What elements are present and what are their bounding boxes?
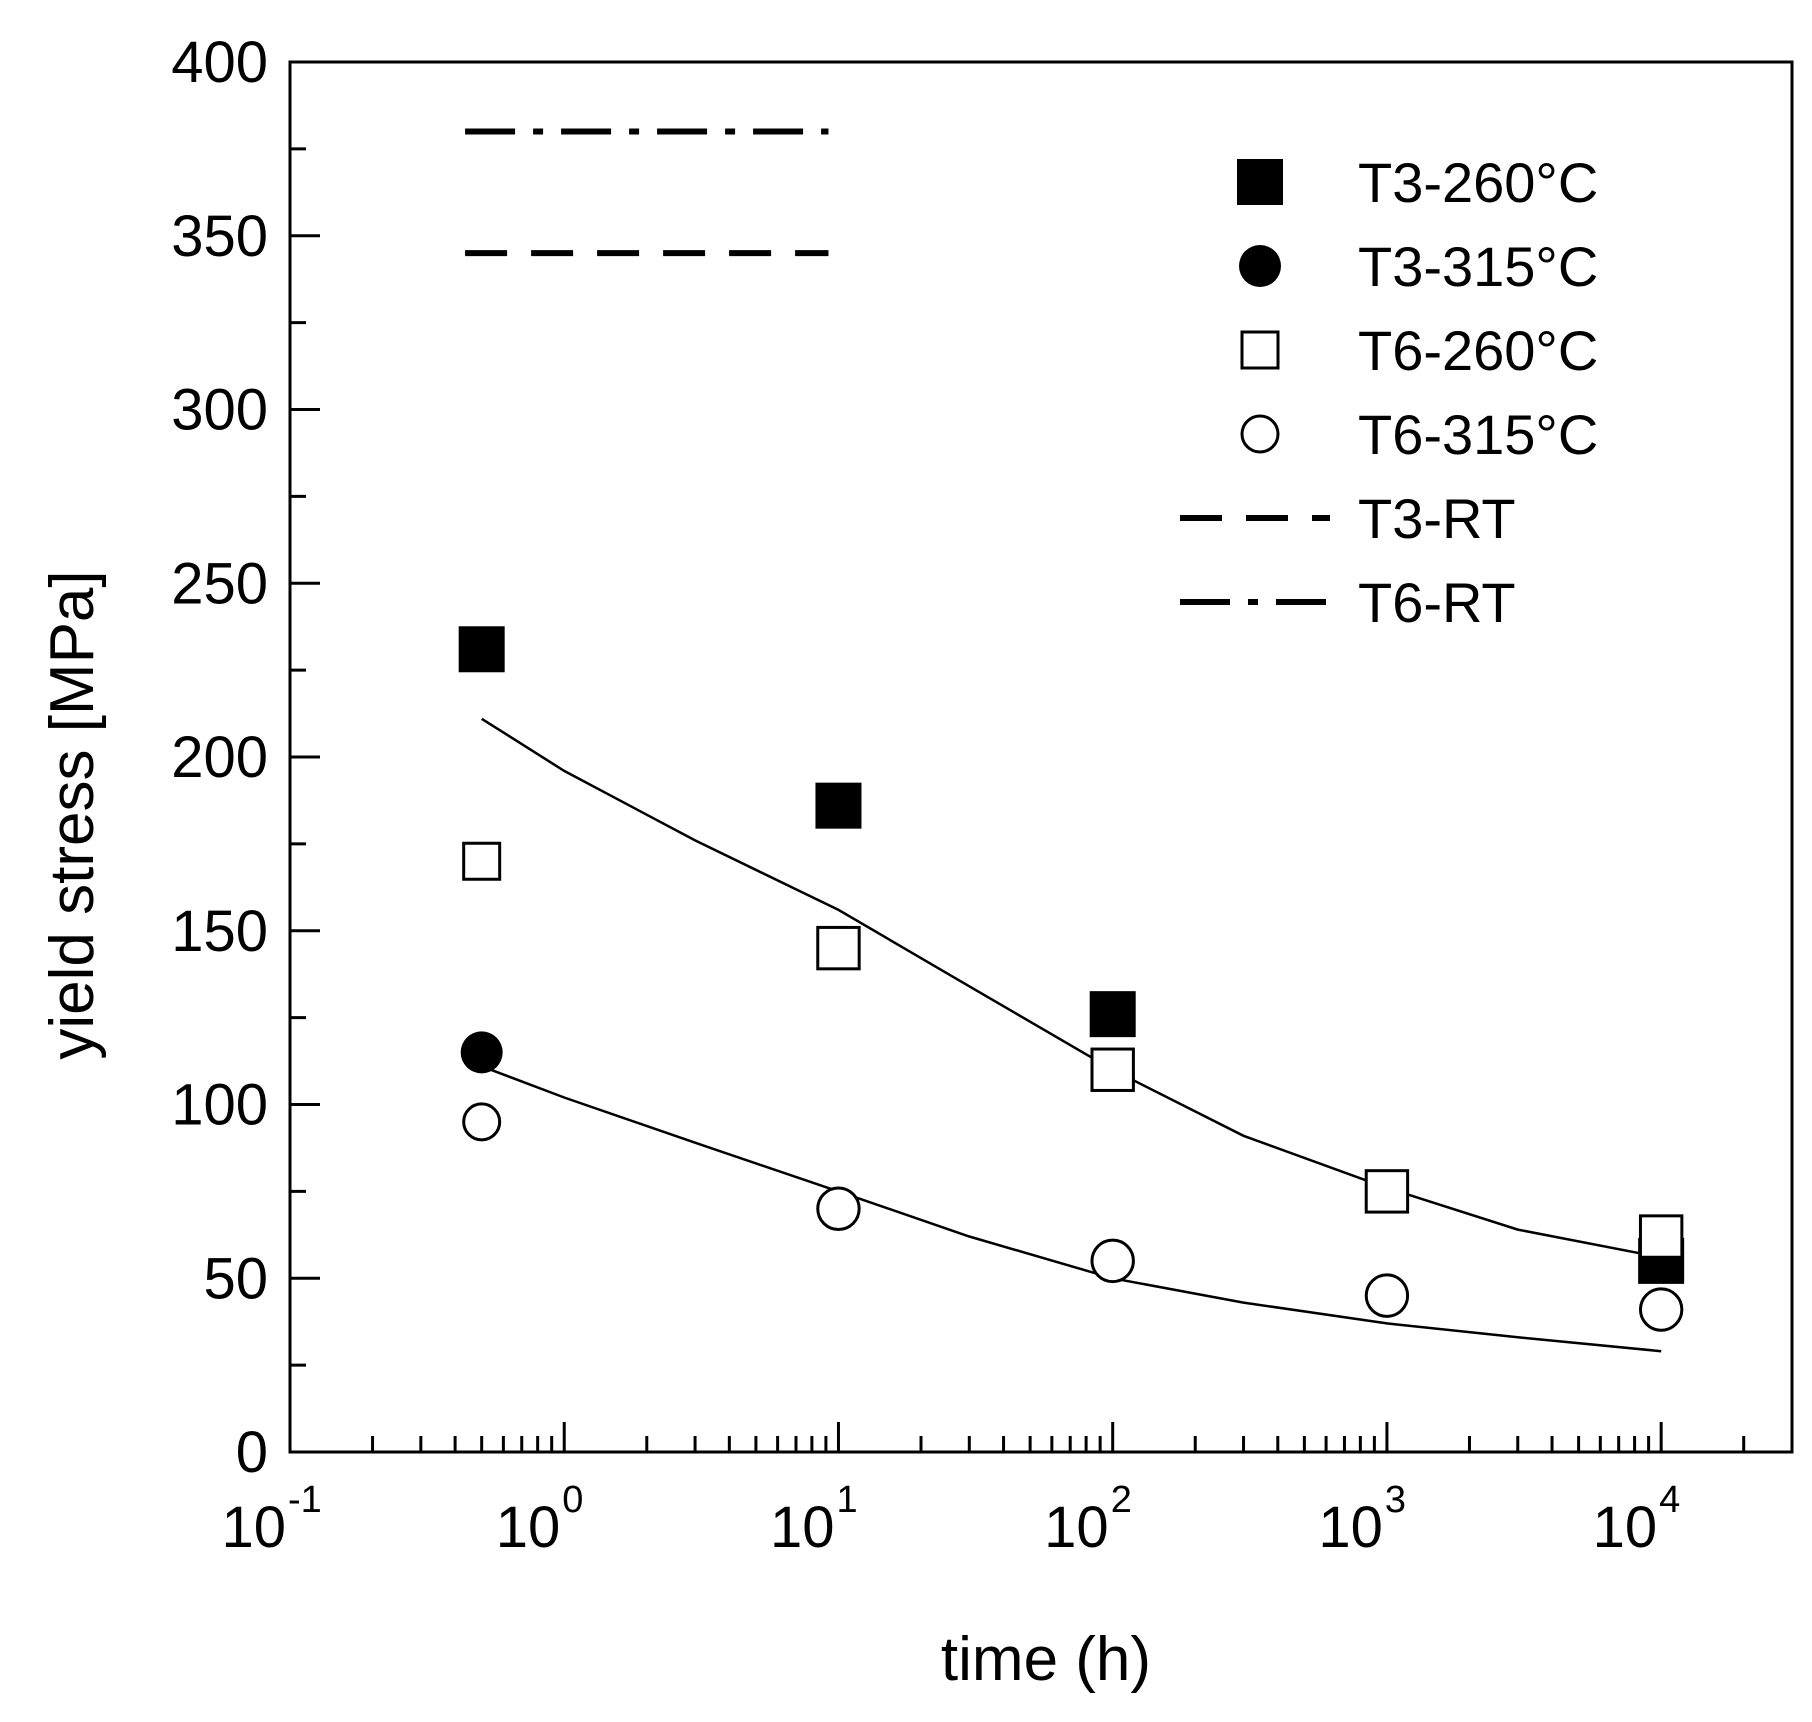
data-points — [458, 626, 1685, 1332]
x-tick-base: 10 — [1044, 1495, 1109, 1560]
legend-symbol-filled-square — [1237, 159, 1283, 205]
legend-label: T6-RT — [1358, 571, 1516, 634]
y-tick-label: 300 — [171, 378, 268, 443]
legend-entry: T3-260°C — [1237, 151, 1598, 214]
reference-lines — [465, 128, 829, 257]
y-tick-label: 350 — [171, 204, 268, 269]
x-tick-label: 10 -1 — [221, 1479, 321, 1560]
legend-entry: T6-RT — [1180, 571, 1516, 634]
y-tick-label: 250 — [171, 551, 268, 616]
legend-symbol-filled-circle — [1239, 245, 1281, 287]
fit-curves — [481, 717, 1662, 1353]
point-t3-260c — [815, 782, 862, 829]
point-t6-260c — [816, 925, 861, 971]
x-tick-exponent: 4 — [1659, 1479, 1680, 1521]
x-tick-exponent: 3 — [1385, 1479, 1406, 1521]
legend-entry: T6-315°C — [1240, 403, 1598, 466]
point-t6-315c — [1090, 1238, 1135, 1284]
x-tick-exponent: -1 — [288, 1479, 322, 1521]
x-tick-base: 10 — [1318, 1495, 1383, 1560]
x-tick-base: 10 — [496, 1495, 561, 1560]
point-t3-260c — [458, 626, 505, 673]
x-tick-label: 10 1 — [770, 1479, 858, 1560]
legend-entry: T3-RT — [1180, 487, 1516, 550]
legend-symbol-open-square — [1240, 330, 1280, 370]
y-tick-labels: 0 50 100 150 200 250 300 350 400 — [171, 30, 268, 1485]
legend-label: T6-260°C — [1358, 319, 1598, 382]
legend-entry: T6-260°C — [1240, 319, 1598, 382]
legend: T3-260°C T3-315°C T6-260°C T6-315°C T3-RT T6-… — [1180, 151, 1598, 634]
x-tick-labels: 10 -1 10 0 10 1 10 2 10 3 10 4 — [221, 1479, 1680, 1560]
x-tick-exponent: 2 — [1111, 1479, 1132, 1521]
fit-lower — [481, 1065, 1662, 1353]
x-tick-label: 10 3 — [1318, 1479, 1406, 1560]
point-t6-260c — [462, 841, 502, 881]
x-tick-base: 10 — [770, 1495, 835, 1560]
x-tick-label: 10 2 — [1044, 1479, 1132, 1560]
legend-label: T3-RT — [1358, 487, 1516, 550]
point-t6-260c — [1364, 1169, 1410, 1214]
x-tick-label: 10 4 — [1593, 1479, 1681, 1560]
point-t6-260c — [1638, 1214, 1684, 1259]
fit-upper — [481, 717, 1662, 1259]
point-t3-315c — [460, 1031, 503, 1074]
plot-frame — [288, 60, 1794, 1454]
legend-label: T3-315°C — [1358, 235, 1598, 298]
x-tick-label: 10 0 — [496, 1479, 584, 1560]
legend-label: T3-260°C — [1358, 151, 1598, 214]
point-t6-315c — [1364, 1273, 1410, 1318]
y-tick-label: 0 — [236, 1420, 268, 1485]
x-tick-exponent: 0 — [562, 1479, 583, 1521]
legend-symbol-open-circle — [1240, 414, 1280, 454]
point-t6-315c — [462, 1102, 502, 1142]
y-axis-title: yield stress [MPa] — [38, 570, 107, 1059]
x-tick-base: 10 — [221, 1495, 286, 1560]
y-tick-label: 50 — [203, 1246, 268, 1311]
legend-entry: T3-315°C — [1239, 235, 1598, 298]
point-t6-260c — [1090, 1047, 1135, 1092]
y-tick-label: 150 — [171, 899, 268, 964]
x-axis-title: time (h) — [941, 1625, 1151, 1694]
legend-label: T6-315°C — [1358, 403, 1598, 466]
point-t6-315c — [1638, 1287, 1684, 1332]
x-tick-base: 10 — [1593, 1495, 1658, 1560]
point-t3-260c — [1089, 991, 1136, 1038]
x-tick-exponent: 1 — [836, 1479, 857, 1521]
y-tick-label: 100 — [171, 1073, 268, 1138]
y-tick-label: 400 — [171, 30, 268, 95]
y-tick-label: 200 — [171, 725, 268, 790]
point-t6-315c — [816, 1186, 861, 1231]
